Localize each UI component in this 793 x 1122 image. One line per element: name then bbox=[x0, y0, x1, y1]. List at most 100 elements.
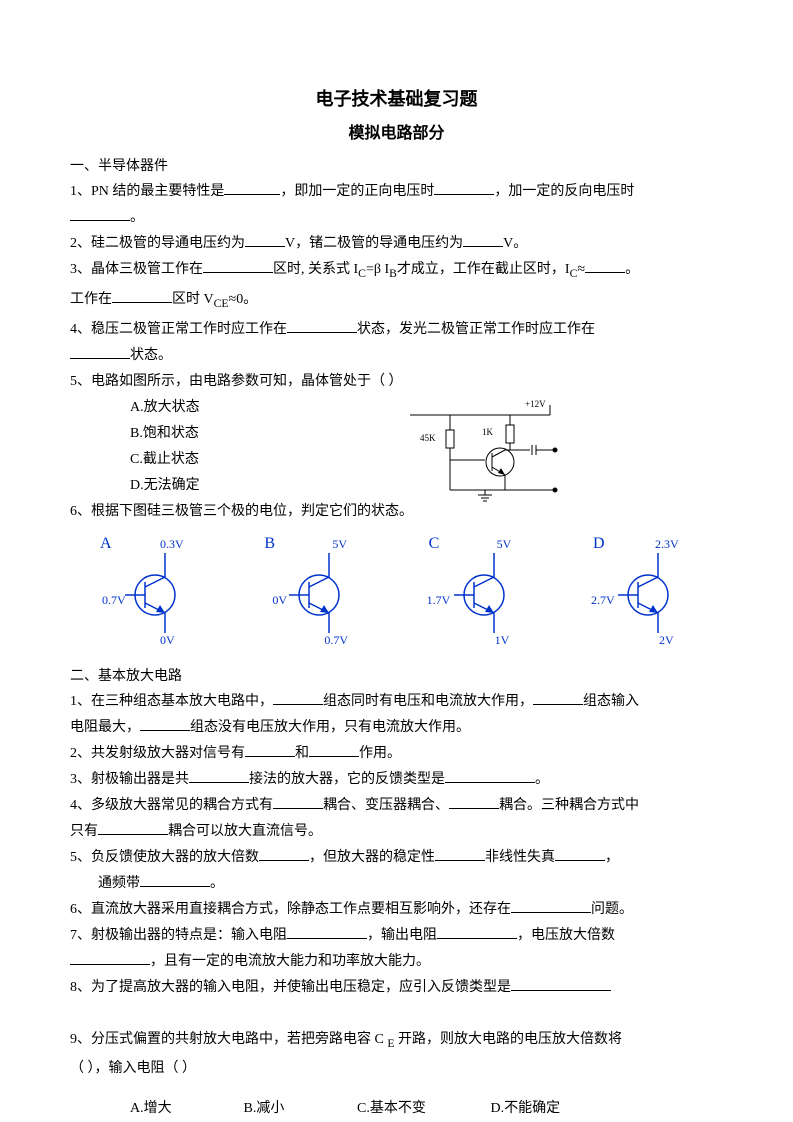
vcc-label: +12V bbox=[525, 399, 546, 409]
s2q1-d: 电阻最大， bbox=[70, 720, 140, 735]
s2q7-cont: ，且有一定的电流放大能力和功率放大能力。 bbox=[70, 949, 723, 975]
blank bbox=[555, 846, 605, 861]
s2q3-b: 接法的放大器，它的反馈类型是 bbox=[249, 772, 445, 787]
blank bbox=[437, 924, 517, 939]
q3-sub4: CE bbox=[214, 297, 229, 310]
blank bbox=[70, 344, 130, 359]
s2q5-e: 通频带 bbox=[98, 876, 140, 891]
s2q8-blank-line bbox=[70, 1001, 723, 1027]
q5: 5、电路如图所示，由电路参数可知，晶体管处于（ ） bbox=[70, 369, 723, 395]
q1-text-c: ，加一定的反向电压时 bbox=[494, 184, 634, 199]
q4: 4、稳压二极管正常工作时应工作在状态，发光二极管正常工作时应工作在 bbox=[70, 317, 723, 343]
q1-text-a: 1、PN 结的最主要特性是 bbox=[70, 184, 224, 199]
s2q5-a: 5、负反馈使放大器的放大倍数 bbox=[70, 850, 259, 865]
s2q3: 3、射极输出器是共接法的放大器，它的反馈类型是。 bbox=[70, 767, 723, 793]
s2q9-a: 9、分压式偏置的共射放大电路中，若把旁路电容 C bbox=[70, 1032, 387, 1047]
s2q8-a: 8、为了提高放大器的输入电阻，并使输出电压稳定，应引入反馈类型是 bbox=[70, 980, 511, 995]
section2-head: 二、基本放大电路 bbox=[70, 665, 723, 685]
q1: 1、PN 结的最主要特性是 ，即加一定的正向电压时 ，加一定的反向电压时 bbox=[70, 179, 723, 205]
s2q5: 5、负反馈使放大器的放大倍数 ，但放大器的稳定性 非线性失真 ， bbox=[70, 845, 723, 871]
page: 电子技术基础复习题 模拟电路部分 一、半导体器件 1、PN 结的最主要特性是，即… bbox=[0, 0, 793, 1122]
s2q1-e: 组态没有电压放大作用，只有电流放大作用。 bbox=[190, 720, 470, 735]
s2q4-d: 只有 bbox=[70, 824, 98, 839]
q4-cont: 状态。 bbox=[70, 343, 723, 369]
blank bbox=[463, 232, 503, 247]
s2q1-cont: 电阻最大， 组态没有电压放大作用，只有电流放大作用。 bbox=[70, 715, 723, 741]
blank bbox=[224, 180, 280, 195]
s2q5-b: ，但放大器的稳定性 bbox=[309, 850, 435, 865]
s2q5-d: ， bbox=[605, 850, 619, 865]
transistor-d: D 2.3V 2.7V 2V bbox=[573, 535, 713, 655]
blank bbox=[203, 258, 273, 273]
blank bbox=[273, 690, 323, 705]
s2q1-a: 1、在三种组态基本放大电路中， bbox=[70, 694, 273, 709]
q3-text-b: 区时, 关系式 I bbox=[273, 262, 358, 277]
blank bbox=[287, 924, 367, 939]
blank bbox=[273, 794, 323, 809]
transistor-row: A 0.3V 0.7V 0V B 5V 0V 0.7V bbox=[70, 525, 723, 655]
s2q7-d: ，且有一定的电流放大能力和功率放大能力。 bbox=[150, 954, 430, 969]
q3-text-c: =β I bbox=[366, 262, 389, 277]
q3-cont: 工作在 区时 VCE≈0。 bbox=[70, 287, 723, 317]
s2q9: 9、分压式偏置的共射放大电路中，若把旁路电容 C E 开路，则放大电路的电压放大… bbox=[70, 1027, 723, 1057]
q3-sub2: B bbox=[389, 267, 397, 280]
q2-text-a: 2、硅二极管的导通电压约为 bbox=[70, 236, 245, 251]
s2q4: 4、多级放大器常见的耦合方式有耦合、变压器耦合、耦合。三种耦合方式中 bbox=[70, 793, 723, 819]
s2q2-a: 2、共发射级放大器对信号有 bbox=[70, 746, 245, 761]
transistor-svg-c bbox=[409, 535, 549, 655]
s2q9-options: A.增大 B.减小 C.基本不变 D.不能确定 bbox=[70, 1096, 723, 1122]
s2q6-a: 6、直流放大器采用直接耦合方式，除静态工作点要相互影响外，还存在 bbox=[70, 902, 511, 917]
s2q9-opt-b: B.减小 bbox=[244, 1096, 354, 1122]
s2q9-opt-c: C.基本不变 bbox=[357, 1096, 487, 1122]
s2q7-a: 7、射极输出器的特点是：输入电阻 bbox=[70, 928, 287, 943]
s2q6: 6、直流放大器采用直接耦合方式，除静态工作点要相互影响外，还存在问题。 bbox=[70, 897, 723, 923]
q5-wrapper: A.放大状态 B.饱和状态 C.截止状态 D.无法确定 +12V 45K 1K bbox=[70, 395, 723, 499]
blank bbox=[245, 232, 285, 247]
transistor-a: A 0.3V 0.7V 0V bbox=[80, 535, 220, 655]
q3-text-d: 才成立，工作在截止区时，I bbox=[397, 262, 570, 277]
s2q7: 7、射极输出器的特点是：输入电阻 ，输出电阻 ，电压放大倍数 bbox=[70, 923, 723, 949]
q3-text-a: 3、晶体三极管工作在 bbox=[70, 262, 203, 277]
q3-text-e: ≈ bbox=[577, 262, 585, 277]
q4-text-c: 状态。 bbox=[130, 348, 172, 363]
section1-head: 一、半导体器件 bbox=[70, 155, 723, 175]
s2q5-c: 非线性失真 bbox=[485, 850, 555, 865]
s2q5-cont: 通频带 。 bbox=[70, 871, 723, 897]
s2q4-c: 耦合。三种耦合方式中 bbox=[499, 798, 639, 813]
s2q7-b: ，输出电阻 bbox=[367, 928, 437, 943]
blank bbox=[70, 950, 150, 965]
q3-text-i: ≈0。 bbox=[229, 292, 258, 307]
q2: 2、硅二极管的导通电压约为V，锗二极管的导通电压约为V。 bbox=[70, 231, 723, 257]
blank bbox=[585, 258, 625, 273]
q4-text-a: 4、稳压二极管正常工作时应工作在 bbox=[70, 322, 287, 337]
s2q9-opt-a: A.增大 bbox=[130, 1096, 240, 1122]
blank bbox=[533, 690, 583, 705]
blank bbox=[435, 846, 485, 861]
q5-options: A.放大状态 B.饱和状态 C.截止状态 D.无法确定 bbox=[70, 395, 723, 499]
blank bbox=[98, 820, 168, 835]
doc-title: 电子技术基础复习题 bbox=[70, 85, 723, 111]
q3-text-f: 。 bbox=[625, 262, 639, 277]
blank bbox=[189, 768, 249, 783]
q2-text-b: V，锗二极管的导通电压约为 bbox=[285, 236, 463, 251]
q3: 3、晶体三极管工作在区时, 关系式 IC=β IB才成立，工作在截止区时，IC≈… bbox=[70, 257, 723, 287]
q3-sub1: C bbox=[358, 267, 366, 280]
transistor-svg-b bbox=[244, 535, 384, 655]
transistor-b: B 5V 0V 0.7V bbox=[244, 535, 384, 655]
blank bbox=[245, 742, 295, 757]
s2q2: 2、共发射级放大器对信号有和作用。 bbox=[70, 741, 723, 767]
s2q1: 1、在三种组态基本放大电路中，组态同时有电压和电流放大作用，组态输入 bbox=[70, 689, 723, 715]
blank bbox=[434, 180, 494, 195]
s2q9-b: 开路，则放大电路的电压放大倍数将 bbox=[394, 1032, 622, 1047]
s2q7-c: ，电压放大倍数 bbox=[517, 928, 615, 943]
s2q9-opt-d: D.不能确定 bbox=[491, 1096, 561, 1122]
s2q4-b: 耦合、变压器耦合、 bbox=[323, 798, 449, 813]
s2q5-f: 。 bbox=[210, 876, 224, 891]
blank bbox=[309, 742, 359, 757]
q1-cont: 。 bbox=[70, 205, 723, 231]
s2q9-cont: （ ），输入电阻（ ） bbox=[70, 1056, 723, 1082]
q3-text-h: 区时 V bbox=[172, 292, 214, 307]
q1-text-b: ，即加一定的正向电压时 bbox=[280, 184, 434, 199]
blank bbox=[70, 206, 130, 221]
q3-text-g: 工作在 bbox=[70, 292, 112, 307]
